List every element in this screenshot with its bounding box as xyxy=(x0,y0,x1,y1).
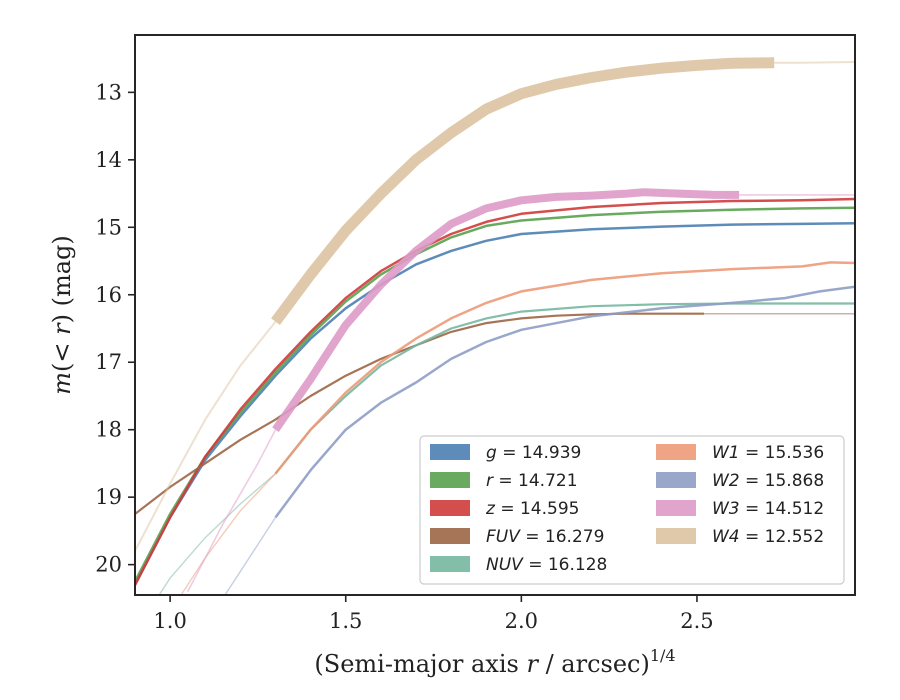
y-tick-label: 18 xyxy=(95,418,122,442)
series-7 xyxy=(186,188,855,592)
legend-label: z = 14.595 xyxy=(485,499,579,519)
legend-swatch xyxy=(430,528,470,544)
legend-box xyxy=(419,435,845,585)
legend-swatch xyxy=(656,528,696,544)
legend-swatch xyxy=(656,500,696,516)
series-line xyxy=(274,261,855,475)
series-tail-left xyxy=(158,473,276,595)
series-line xyxy=(274,285,855,519)
series-tail-left xyxy=(186,429,277,592)
series-0 xyxy=(135,221,855,586)
series-tail-right xyxy=(774,61,855,64)
series-tail-left xyxy=(135,321,277,552)
x-tick-label: 2.0 xyxy=(505,609,538,633)
series-6 xyxy=(224,285,855,595)
legend: g = 14.939 r = 14.721 z = 14.595 FUV = 16.2… xyxy=(419,435,845,585)
x-tick-label: 1.0 xyxy=(153,609,186,633)
legend-label: r = 14.721 xyxy=(486,471,578,491)
legend-label: g = 14.939 xyxy=(486,443,581,463)
series-line xyxy=(272,188,740,432)
legend-item: W3 = 14.512 xyxy=(656,499,824,519)
legend-swatch xyxy=(430,556,470,572)
y-tick-label: 14 xyxy=(95,148,122,172)
x-tick-label: 1.5 xyxy=(329,609,362,633)
y-tick-label: 20 xyxy=(95,553,122,577)
y-tick-label: 15 xyxy=(95,215,122,239)
legend-item: W1 = 15.536 xyxy=(656,443,824,463)
legend-label: W3 = 14.512 xyxy=(712,499,824,519)
y-tick-label: 16 xyxy=(95,283,122,307)
x-axis: 1.0 1.5 2.0 2.5 xyxy=(153,595,714,633)
series-tail-left xyxy=(224,517,277,595)
legend-label: W2 = 15.868 xyxy=(712,471,824,491)
legend-item: NUV = 16.128 xyxy=(430,555,607,575)
legend-item: r = 14.721 xyxy=(430,471,578,491)
series-tail-left xyxy=(180,473,277,595)
y-axis-label: m(< r) (mag) xyxy=(48,235,76,395)
series-layer xyxy=(135,57,855,595)
legend-item: z = 14.595 xyxy=(430,499,579,519)
y-axis: 13 14 15 16 17 18 19 20 xyxy=(95,80,135,577)
legend-item: FUV = 16.279 xyxy=(430,527,604,547)
y-tick-label: 13 xyxy=(95,80,122,104)
y-tick-label: 17 xyxy=(95,350,122,374)
plot-frame xyxy=(134,34,856,596)
legend-item: W4 = 12.552 xyxy=(656,527,824,547)
legend-swatch xyxy=(430,472,470,488)
legend-item: g = 14.939 xyxy=(430,443,581,463)
series-8 xyxy=(135,57,855,552)
legend-label: W4 = 12.552 xyxy=(712,527,824,547)
series-line xyxy=(271,57,775,325)
legend-label: W1 = 15.536 xyxy=(712,443,824,463)
y-tick-label: 19 xyxy=(95,485,122,509)
series-5 xyxy=(180,261,855,595)
legend-swatch xyxy=(656,472,696,488)
legend-swatch xyxy=(430,500,470,516)
legend-item: W2 = 15.868 xyxy=(656,471,824,491)
legend-swatch xyxy=(430,444,470,460)
x-axis-label: (Semi-major axis r / arcsec)1/4 xyxy=(314,646,675,678)
legend-label: NUV = 16.128 xyxy=(486,555,607,575)
series-line xyxy=(135,221,855,586)
legend-swatch xyxy=(656,444,696,460)
legend-entries: g = 14.939 r = 14.721 z = 14.595 FUV = 16.2… xyxy=(430,443,824,575)
x-tick-label: 2.5 xyxy=(680,609,713,633)
legend-label: FUV = 16.279 xyxy=(486,527,604,547)
